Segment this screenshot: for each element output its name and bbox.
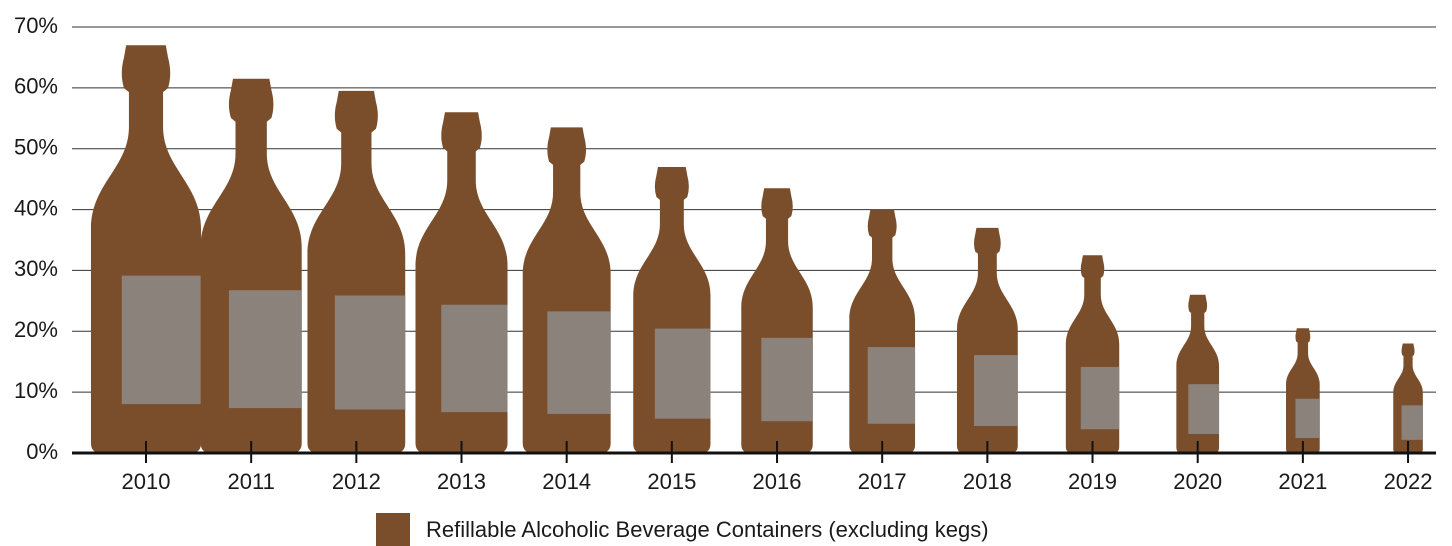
bottle-label [547,311,611,414]
x-tick-label: 2011 [228,469,275,494]
x-tick-label: 2016 [753,469,802,494]
x-tick-label: 2021 [1278,469,1327,494]
bottle-label [973,355,1018,426]
y-tick-label: 20% [14,317,58,342]
x-tick-label: 2013 [437,469,486,494]
bottle-label [1401,405,1423,440]
x-tick-label: 2017 [858,469,907,494]
y-tick-label: 50% [14,135,58,160]
x-tick-label: 2019 [1068,469,1117,494]
y-tick-label: 10% [14,378,58,403]
bottle-label [867,347,916,424]
x-tick-label: 2014 [542,469,591,494]
bottle-label [441,304,508,413]
y-tick-label: 60% [14,74,58,99]
legend-label: Refillable Alcoholic Beverage Containers… [426,517,989,542]
y-tick-label: 30% [14,256,58,281]
x-tick-label: 2020 [1173,469,1222,494]
bottle-label [1188,384,1220,435]
x-tick-label: 2010 [122,469,171,494]
y-tick-label: 70% [14,13,58,38]
bottle-label [654,328,711,419]
bottle-label [761,337,813,422]
x-tick-label: 2018 [963,469,1012,494]
bottle-label [121,275,202,405]
bottle-label [334,295,406,410]
y-tick-label: 0% [26,439,58,464]
y-tick-label: 40% [14,195,58,220]
x-tick-label: 2015 [647,469,696,494]
bottle-label [1295,398,1320,439]
legend-swatch [376,513,410,546]
bottle-label [1080,366,1120,430]
x-tick-label: 2012 [332,469,381,494]
bottle-label [228,290,302,409]
x-tick-label: 2022 [1384,469,1433,494]
